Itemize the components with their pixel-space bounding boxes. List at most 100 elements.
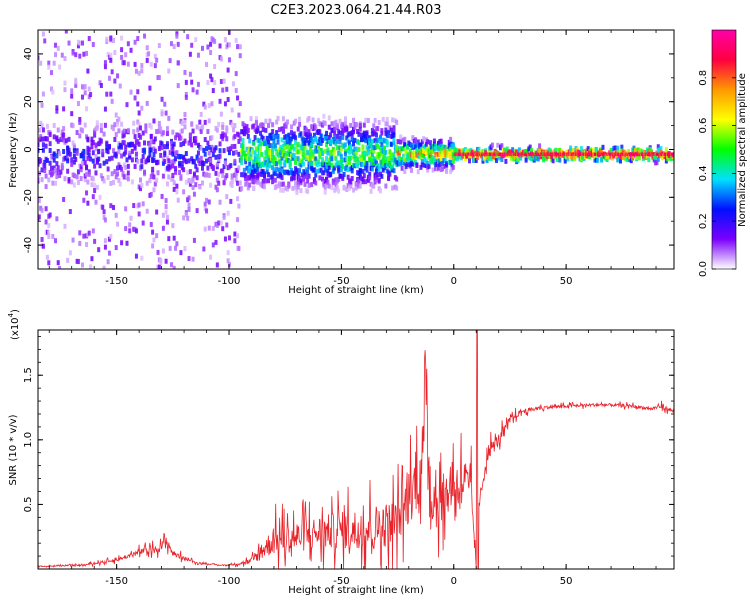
heatmap-cell xyxy=(327,160,331,166)
heatmap-cell xyxy=(164,258,168,264)
heatmap-cell xyxy=(155,233,159,239)
heatmap-cell xyxy=(287,132,291,138)
heatmap-cell xyxy=(292,153,296,159)
figure-title: C2E3.2023.064.21.44.R03 xyxy=(270,3,441,18)
heatmap-cell xyxy=(120,166,124,172)
heatmap-cell xyxy=(275,166,279,172)
heatmap-cell xyxy=(112,148,116,154)
heatmap-cell xyxy=(58,266,62,269)
heatmap-cell xyxy=(60,162,64,168)
heatmap-cell xyxy=(315,168,319,174)
heatmap-cell xyxy=(202,147,206,153)
heatmap-cell xyxy=(106,259,110,265)
heatmap-cell xyxy=(311,149,315,155)
heatmap-cell xyxy=(71,50,75,56)
heatmap-cell xyxy=(233,238,237,244)
heatmap-cell xyxy=(385,116,389,122)
heatmap-cell xyxy=(90,136,94,142)
heatmap-cell xyxy=(149,124,153,130)
heatmap-cell xyxy=(172,235,176,241)
heatmap-cell xyxy=(373,117,377,123)
heatmap-cell xyxy=(368,171,372,177)
heatmap-cell xyxy=(174,166,178,172)
heatmap-cell xyxy=(40,236,44,242)
heatmap-cell xyxy=(205,61,209,67)
heatmap-cell xyxy=(335,184,339,190)
heatmap-cell xyxy=(169,159,173,165)
heatmap-cell xyxy=(140,105,144,111)
heatmap-cell xyxy=(187,195,191,201)
heatmap-cell xyxy=(175,33,179,39)
heatmap-cell xyxy=(493,154,497,160)
heatmap-cell xyxy=(66,158,70,164)
heatmap-cell xyxy=(188,132,192,138)
heatmap-cell xyxy=(191,185,195,191)
heatmap-cell xyxy=(380,128,384,134)
heatmap-cell xyxy=(218,148,222,154)
heatmap-cell xyxy=(257,156,261,162)
heatmap-cell xyxy=(310,182,314,188)
heatmap-cell xyxy=(94,199,98,205)
heatmap-cell xyxy=(105,145,109,151)
heatmap-cell xyxy=(93,238,97,244)
heatmap-cell xyxy=(87,169,91,175)
heatmap-cell xyxy=(330,162,334,168)
heatmap-cell xyxy=(240,186,244,192)
heatmap-cell xyxy=(222,78,226,84)
heatmap-cell xyxy=(86,137,90,143)
heatmap-cell xyxy=(76,180,80,186)
snr-y-ticks: 0.5 1.0 1.5 xyxy=(23,336,674,557)
heatmap-cell xyxy=(124,206,128,212)
heatmap-cell xyxy=(294,140,298,146)
heatmap-cell xyxy=(89,156,93,162)
heatmap-cell xyxy=(94,146,98,152)
heatmap-cell xyxy=(137,211,141,217)
heatmap-cell xyxy=(250,171,254,177)
heatmap-cell xyxy=(55,153,59,159)
heatmap-cell xyxy=(374,177,378,183)
heatmap-cell xyxy=(136,89,140,95)
heatmap-cell xyxy=(234,71,238,77)
heatmap-cell xyxy=(182,167,186,173)
heatmap-cell xyxy=(356,128,360,134)
heatmap-cell xyxy=(373,129,377,135)
heatmap-cell xyxy=(125,173,129,179)
heatmap-cell xyxy=(380,173,384,179)
heatmap-cell xyxy=(304,127,308,133)
heatmap-cell xyxy=(364,138,368,144)
heatmap-cell xyxy=(76,101,80,107)
heatmap-cell xyxy=(327,134,331,140)
heatmap-cell xyxy=(182,215,186,221)
heatmap-cell xyxy=(47,230,51,236)
heatmap-cell xyxy=(201,180,205,186)
heatmap-cell xyxy=(125,102,129,108)
heatmap-cell xyxy=(236,233,240,239)
spectrogram-panel: -150 -100 -50 0 50 -40 -20 0 20 40 Height of str… xyxy=(8,29,675,296)
heatmap-cell xyxy=(272,167,276,173)
heatmap-cell xyxy=(175,183,179,189)
heatmap-cell xyxy=(245,146,249,152)
heatmap-cell xyxy=(434,151,438,157)
heatmap-cell xyxy=(385,121,389,127)
heatmap-cell xyxy=(103,122,107,128)
heatmap-cell xyxy=(354,122,358,128)
heatmap-cell xyxy=(263,184,267,190)
heatmap-cell xyxy=(490,142,494,148)
heatmap-cell xyxy=(86,200,90,206)
heatmap-cell xyxy=(93,182,97,188)
heatmap-cell xyxy=(63,55,67,61)
heatmap-cell xyxy=(285,186,289,192)
heatmap-cell xyxy=(358,122,362,128)
x-tick-label: 0 xyxy=(451,576,457,587)
heatmap-cell xyxy=(190,79,194,85)
heatmap-cell xyxy=(169,141,173,147)
heatmap-cell xyxy=(630,152,633,157)
heatmap-cell xyxy=(230,144,234,150)
heatmap-cell xyxy=(361,144,365,150)
heatmap-cell xyxy=(257,171,261,177)
colorbar-tick-label: 0.2 xyxy=(698,213,709,229)
heatmap-cell xyxy=(362,173,366,179)
heatmap-cell xyxy=(318,175,322,181)
heatmap-cell xyxy=(215,187,219,193)
heatmap-cell xyxy=(198,160,202,166)
